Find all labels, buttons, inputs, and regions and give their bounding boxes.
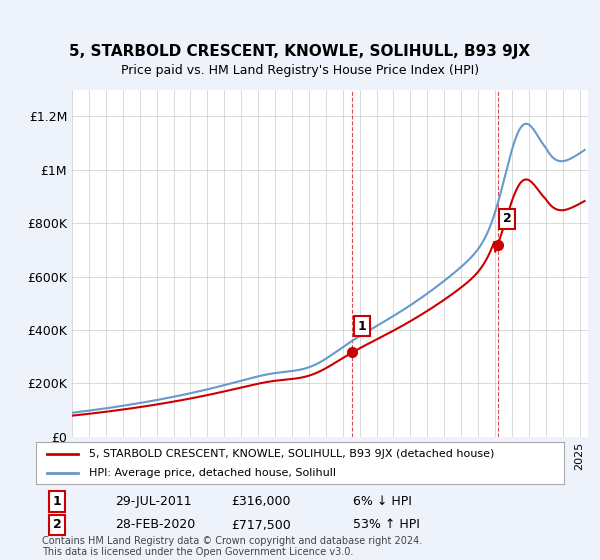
Text: Price paid vs. HM Land Registry's House Price Index (HPI): Price paid vs. HM Land Registry's House … — [121, 64, 479, 77]
Text: £316,000: £316,000 — [232, 495, 291, 508]
Text: 6% ↓ HPI: 6% ↓ HPI — [353, 495, 412, 508]
Text: 2: 2 — [503, 212, 511, 226]
Text: 28-FEB-2020: 28-FEB-2020 — [115, 519, 196, 531]
Text: 1: 1 — [53, 495, 61, 508]
Text: 29-JUL-2011: 29-JUL-2011 — [115, 495, 192, 508]
Text: £717,500: £717,500 — [232, 519, 291, 531]
Text: HPI: Average price, detached house, Solihull: HPI: Average price, detached house, Soli… — [89, 468, 336, 478]
Text: 1: 1 — [358, 320, 366, 333]
Text: 5, STARBOLD CRESCENT, KNOWLE, SOLIHULL, B93 9JX (detached house): 5, STARBOLD CRESCENT, KNOWLE, SOLIHULL, … — [89, 449, 494, 459]
Text: 5, STARBOLD CRESCENT, KNOWLE, SOLIHULL, B93 9JX: 5, STARBOLD CRESCENT, KNOWLE, SOLIHULL, … — [70, 44, 530, 59]
Text: Contains HM Land Registry data © Crown copyright and database right 2024.
This d: Contains HM Land Registry data © Crown c… — [42, 535, 422, 557]
Text: 53% ↑ HPI: 53% ↑ HPI — [353, 519, 419, 531]
Text: 2: 2 — [53, 519, 61, 531]
